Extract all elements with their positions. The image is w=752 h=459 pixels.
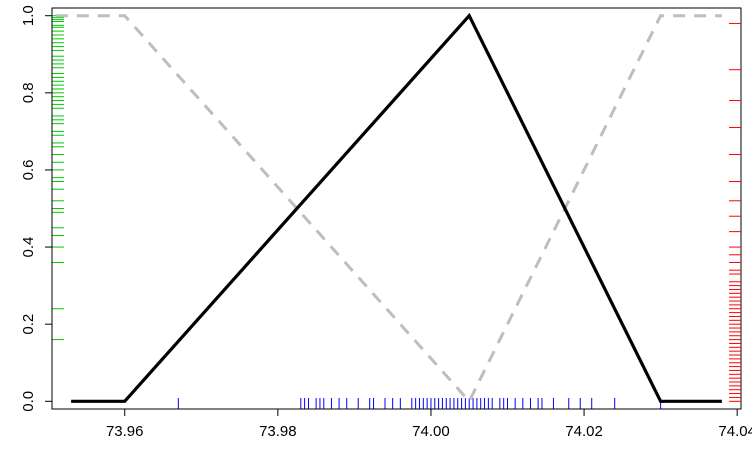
series-layer	[55, 12, 722, 404]
y-tick-label: 0.2	[20, 314, 37, 335]
x-tick-label: 74.02	[565, 423, 603, 440]
x-tick-label: 73.98	[259, 423, 297, 440]
solid-series-line	[71, 12, 722, 403]
plot-frame	[51, 7, 742, 410]
y-axis: 0.0 0.2 0.4 0.6 0.8 1.0	[20, 5, 53, 412]
y-tick-label: 0.0	[20, 391, 37, 412]
y-tick-label: 0.4	[20, 237, 37, 258]
x-tick-label: 74.04	[718, 423, 752, 440]
rug-layer	[52, 15, 741, 409]
x-tick-label: 73.96	[106, 423, 144, 440]
x-tick-label: 74.00	[412, 423, 450, 440]
y-tick-label: 0.6	[20, 160, 37, 181]
y-tick-label: 1.0	[20, 5, 37, 26]
y-tick-label: 0.8	[20, 82, 37, 103]
dashed-series-line	[55, 14, 722, 404]
x-axis: 73.96 73.98 74.00 74.02 74.04	[106, 408, 752, 440]
